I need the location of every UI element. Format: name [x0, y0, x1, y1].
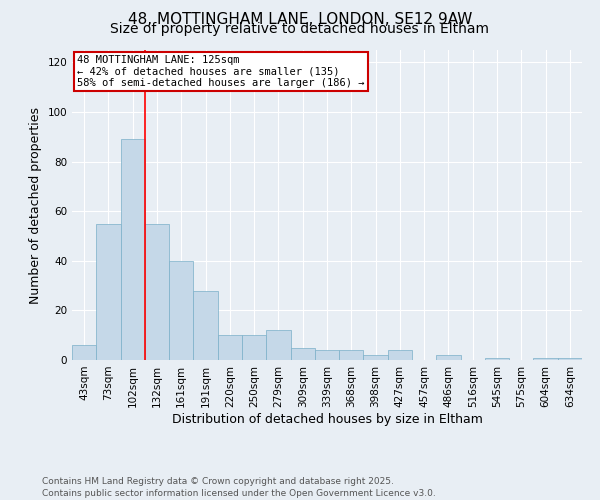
Bar [290, 348, 315, 360]
Bar [121, 140, 145, 360]
Bar [388, 350, 412, 360]
Bar [193, 290, 218, 360]
Y-axis label: Number of detached properties: Number of detached properties [29, 106, 42, 304]
Bar [339, 350, 364, 360]
Bar [533, 358, 558, 360]
Bar [558, 358, 582, 360]
Text: Size of property relative to detached houses in Eltham: Size of property relative to detached ho… [110, 22, 490, 36]
Bar [436, 355, 461, 360]
Bar [485, 358, 509, 360]
Bar [364, 355, 388, 360]
Bar [315, 350, 339, 360]
Bar [266, 330, 290, 360]
Bar [145, 224, 169, 360]
Text: 48, MOTTINGHAM LANE, LONDON, SE12 9AW: 48, MOTTINGHAM LANE, LONDON, SE12 9AW [128, 12, 472, 28]
Bar [72, 345, 96, 360]
Text: 48 MOTTINGHAM LANE: 125sqm
← 42% of detached houses are smaller (135)
58% of sem: 48 MOTTINGHAM LANE: 125sqm ← 42% of deta… [77, 54, 365, 88]
Bar [96, 224, 121, 360]
Bar [218, 335, 242, 360]
X-axis label: Distribution of detached houses by size in Eltham: Distribution of detached houses by size … [172, 412, 482, 426]
Bar [242, 335, 266, 360]
Bar [169, 261, 193, 360]
Text: Contains HM Land Registry data © Crown copyright and database right 2025.
Contai: Contains HM Land Registry data © Crown c… [42, 476, 436, 498]
